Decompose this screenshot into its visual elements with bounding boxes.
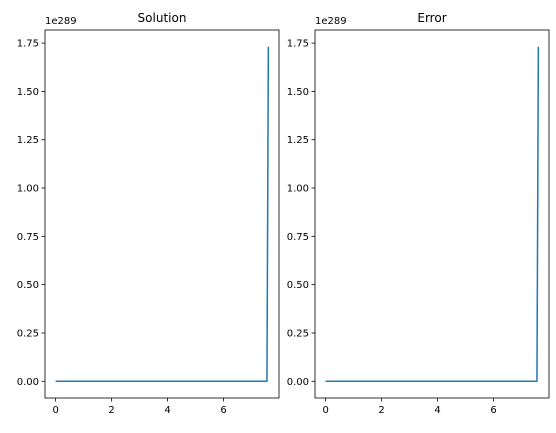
x-tick-label: 4	[434, 405, 440, 416]
y-tick-label: 1.50	[287, 87, 309, 98]
series-line	[325, 46, 540, 383]
y-tick-label: 1.50	[17, 87, 39, 98]
x-tick-label: 0	[322, 405, 328, 416]
y-tick-label: 1.25	[17, 135, 39, 146]
y-tick-label: 0.75	[287, 232, 309, 243]
y-tick-label: 1.00	[17, 184, 39, 195]
y-tick-label: 0.00	[17, 377, 39, 388]
series-line	[55, 46, 270, 383]
axes-frame	[314, 29, 550, 399]
chart-title: Error	[417, 11, 446, 25]
y-tick-label: 0.25	[17, 328, 39, 339]
chart-error: 0 2 4 6 0.00 0.25 0.50 0.75 1.00 1.25 1.50 1.75 Erro…	[287, 11, 550, 416]
x-tick-label: 4	[164, 405, 170, 416]
y-offset-label: 1e289	[45, 16, 77, 27]
x-tick-label: 6	[220, 405, 226, 416]
y-tick-label: 0.50	[17, 280, 39, 291]
axes-frame	[44, 29, 280, 399]
y-tick-label: 0.50	[287, 280, 309, 291]
x-tick-label: 6	[490, 405, 496, 416]
x-tick-label: 0	[52, 405, 58, 416]
chart-solution: 0 2 4 6 0.00 0.25 0.50 0.75 1.00 1.25 1.50 1.75 Solu…	[17, 11, 280, 416]
y-offset-label: 1e289	[315, 16, 347, 27]
y-tick-label: 1.25	[287, 135, 309, 146]
x-tick-label: 2	[108, 405, 114, 416]
y-tick-label: 1.75	[287, 39, 309, 50]
y-tick-label: 1.00	[287, 184, 309, 195]
y-tick-label: 1.75	[17, 39, 39, 50]
chart-title: Solution	[138, 11, 187, 25]
y-tick-label: 0.25	[287, 328, 309, 339]
x-tick-label: 2	[378, 405, 384, 416]
y-tick-label: 0.00	[287, 377, 309, 388]
y-tick-label: 0.75	[17, 232, 39, 243]
